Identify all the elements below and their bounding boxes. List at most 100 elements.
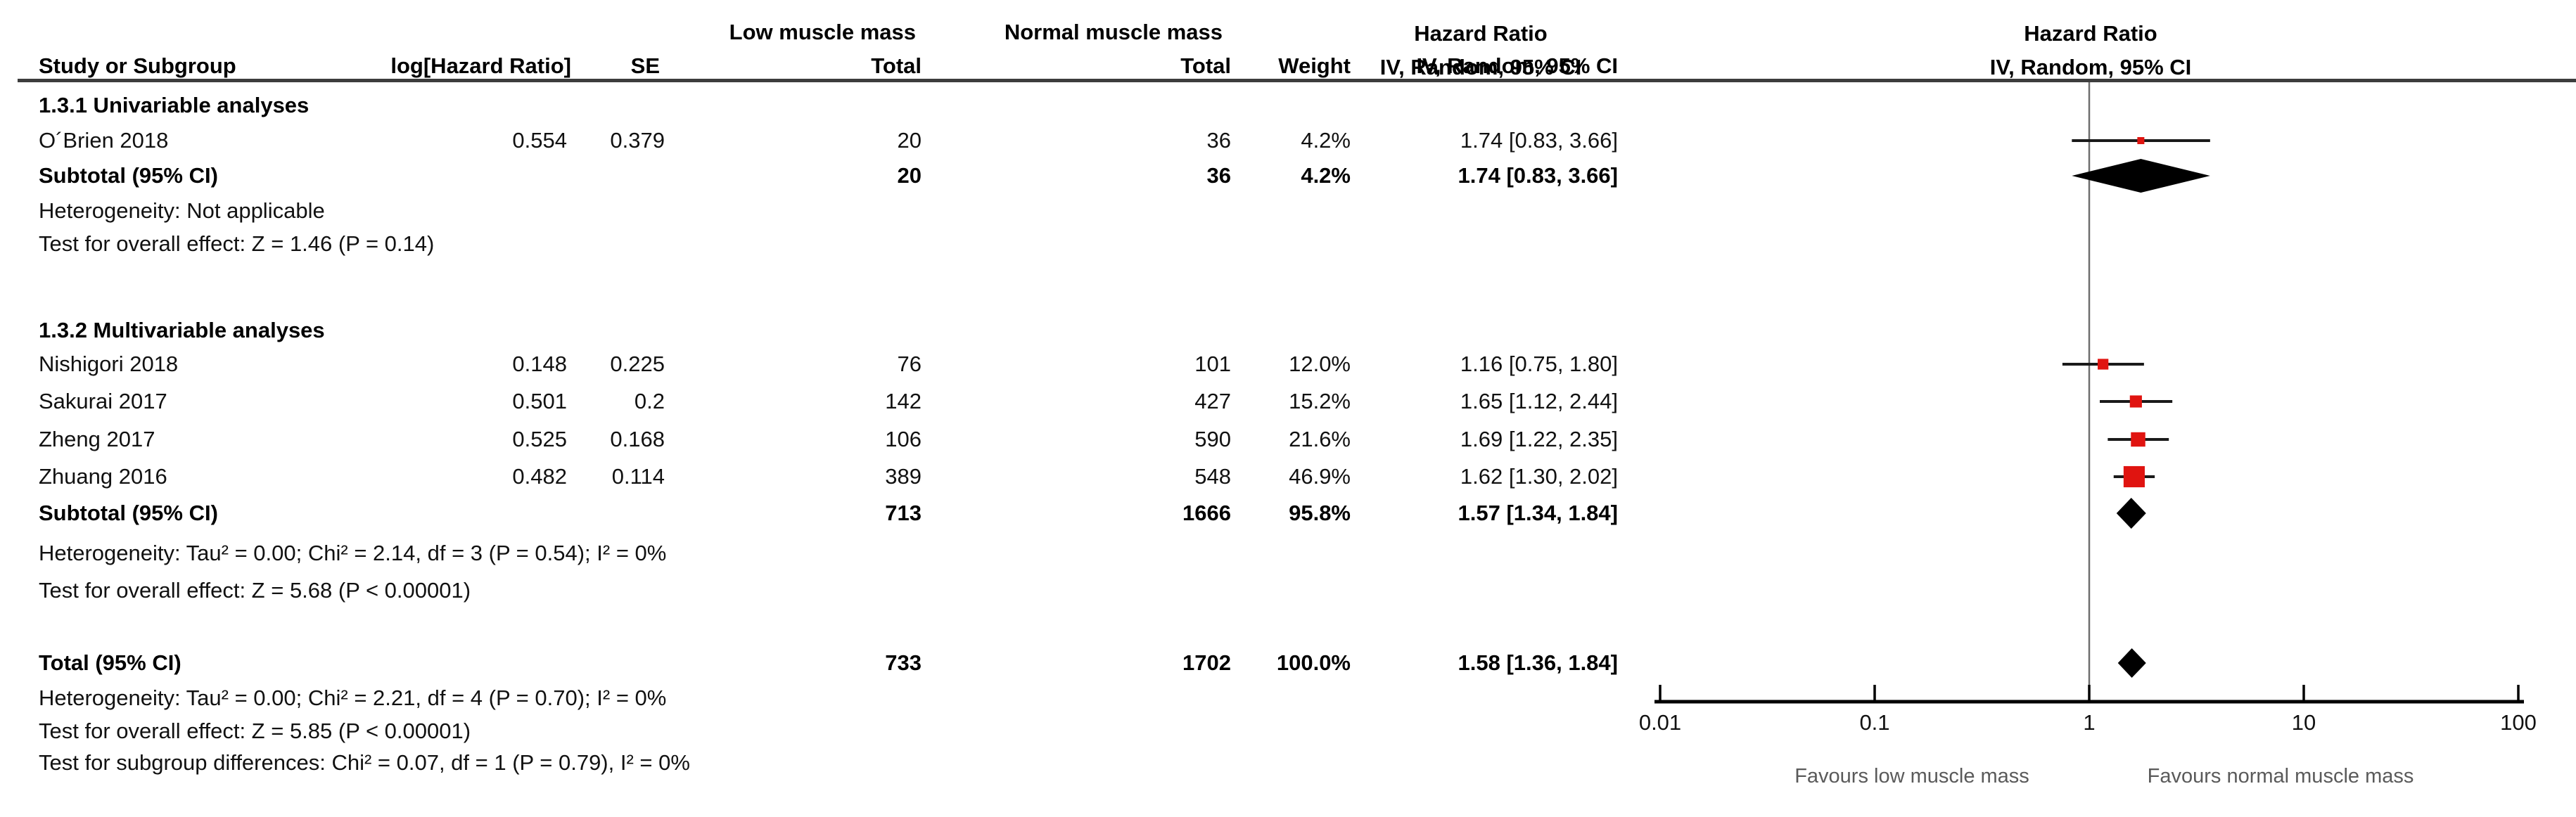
study-ci: 1.74 [0.83, 3.66] (1460, 128, 1618, 153)
section-2-label: 1.3.2 Multivariable analyses (39, 318, 325, 342)
study-name: O´Brien 2018 (39, 128, 169, 153)
plot-column-header: Hazard Ratio IV, Random, 95% CI (1990, 17, 2192, 84)
subtotal-weight: 95.8% (1289, 501, 1351, 525)
x-tick-label: 0.1 (1859, 710, 1890, 735)
x-tick-label: 1 (2083, 710, 2096, 735)
heterogeneity-line: Heterogeneity: Not applicable (0, 195, 2576, 226)
total-label: Total (95% CI) (39, 650, 181, 675)
total-low-total: 733 (885, 650, 922, 675)
study-name: Nishigori 2018 (39, 352, 179, 376)
header-rule (18, 79, 2576, 82)
study-name: Zheng 2017 (39, 427, 155, 451)
study-row: O´Brien 2018 0.554 0.379 20 36 4.2% 1.74… (0, 125, 2576, 156)
overall-effect-line: Test for overall effect: Z = 5.85 (P < 0… (0, 716, 2576, 747)
study-weight: 21.6% (1289, 427, 1351, 451)
subtotal-weight: 4.2% (1301, 163, 1351, 188)
subtotal-ci: 1.57 [1.34, 1.84] (1458, 501, 1619, 525)
subtotal-label: Subtotal (95% CI) (39, 501, 218, 525)
study-normal-total: 427 (1194, 389, 1231, 413)
heterogeneity-line: Heterogeneity: Tau² = 0.00; Chi² = 2.21,… (0, 683, 2576, 714)
study-normal-total: 590 (1194, 427, 1231, 451)
study-row: Zhuang 2016 0.482 0.114 389 548 46.9% 1.… (0, 461, 2576, 492)
study-weight: 46.9% (1289, 464, 1351, 489)
study-loghr: 0.148 (512, 352, 567, 376)
study-ci: 1.62 [1.30, 2.02] (1460, 464, 1618, 489)
subtotal-low-total: 20 (897, 163, 922, 188)
overall-effect-line: Test for overall effect: Z = 1.46 (P = 0… (0, 229, 2576, 259)
group-header-row: Low muscle mass Normal muscle mass (0, 17, 2576, 48)
heterogeneity-line: Heterogeneity: Tau² = 0.00; Chi² = 2.14,… (0, 538, 2576, 569)
study-weight: 12.0% (1289, 352, 1351, 376)
study-name: Zhuang 2016 (39, 464, 167, 489)
overall-effect-line: Test for overall effect: Z = 5.68 (P < 0… (0, 575, 2576, 606)
subtotal-row: Subtotal (95% CI) 713 1666 95.8% 1.57 [1… (0, 498, 2576, 529)
study-low-total: 76 (897, 352, 922, 376)
x-tick-label: 0.01 (1638, 710, 1682, 735)
study-normal-total: 36 (1206, 128, 1231, 153)
total-normal-total: 1702 (1182, 650, 1231, 675)
overall-effect-text: Test for overall effect: Z = 5.68 (P < 0… (39, 578, 471, 603)
study-row: Sakurai 2017 0.501 0.2 142 427 15.2% 1.6… (0, 386, 2576, 417)
section-1-label: 1.3.1 Univariable analyses (39, 93, 310, 117)
study-normal-total: 548 (1194, 464, 1231, 489)
study-ci: 1.69 [1.22, 2.35] (1460, 427, 1618, 451)
plot-title: Hazard Ratio (2024, 21, 2157, 46)
subtotal-low-total: 713 (885, 501, 922, 525)
study-loghr: 0.501 (512, 389, 567, 413)
total-weight: 100.0% (1276, 650, 1351, 675)
stats-subtitle: IV, Random, 95% CI (1379, 55, 1582, 79)
study-loghr: 0.554 (512, 128, 567, 153)
subgroup-differences-text: Test for subgroup differences: Chi² = 0.… (39, 750, 690, 775)
subtotal-normal-total: 36 (1206, 163, 1231, 188)
total-row: Total (95% CI) 733 1702 100.0% 1.58 [1.3… (0, 648, 2576, 678)
study-low-total: 20 (897, 128, 922, 153)
subtotal-normal-total: 1666 (1182, 501, 1231, 525)
column-header-row: Study or Subgroup log[Hazard Ratio] SE T… (0, 51, 2576, 82)
study-low-total: 389 (885, 464, 922, 489)
study-loghr: 0.525 (512, 427, 567, 451)
heterogeneity-text: Heterogeneity: Not applicable (39, 198, 325, 223)
col-total-low: Total (871, 53, 922, 78)
study-name: Sakurai 2017 (39, 389, 167, 413)
section-header: 1.3.2 Multivariable analyses (0, 315, 2576, 346)
study-ci: 1.16 [0.75, 1.80] (1460, 352, 1618, 376)
study-se: 0.225 (610, 352, 665, 376)
study-se: 0.114 (611, 464, 665, 489)
group-normal-label: Normal muscle mass (1004, 20, 1223, 44)
heterogeneity-text: Heterogeneity: Tau² = 0.00; Chi² = 2.14,… (39, 541, 667, 565)
x-tick-label: 10 (2291, 710, 2316, 735)
plot-subtitle: IV, Random, 95% CI (1989, 55, 2192, 79)
study-row: Nishigori 2018 0.148 0.225 76 101 12.0% … (0, 349, 2576, 380)
col-loghr: log[Hazard Ratio] (390, 53, 571, 78)
subtotal-label: Subtotal (95% CI) (39, 163, 218, 188)
stats-column-header: Hazard Ratio IV, Random, 95% CI (1380, 17, 1582, 84)
study-normal-total: 101 (1194, 352, 1231, 376)
study-low-total: 106 (885, 427, 922, 451)
study-se: 0.379 (610, 128, 665, 153)
col-ci: IV, Random, 95% CI (1416, 53, 1618, 78)
total-ci: 1.58 [1.36, 1.84] (1458, 650, 1619, 675)
study-ci: 1.65 [1.12, 2.44] (1460, 389, 1618, 413)
study-row: Zheng 2017 0.525 0.168 106 590 21.6% 1.6… (0, 424, 2576, 455)
study-loghr: 0.482 (512, 464, 567, 489)
favours-left-label: Favours low muscle mass (1794, 765, 2029, 787)
subtotal-row: Subtotal (95% CI) 20 36 4.2% 1.74 [0.83,… (0, 160, 2576, 191)
study-se: 0.2 (634, 389, 665, 413)
study-weight: 15.2% (1289, 389, 1351, 413)
overall-effect-text: Test for overall effect: Z = 1.46 (P = 0… (39, 231, 435, 256)
overall-effect-text: Test for overall effect: Z = 5.85 (P < 0… (39, 719, 471, 743)
stats-title: Hazard Ratio (1414, 21, 1548, 46)
subgroup-differences-line: Test for subgroup differences: Chi² = 0.… (0, 747, 2576, 778)
col-total-normal: Total (1180, 53, 1231, 78)
col-se: SE (630, 53, 660, 78)
group-low-label: Low muscle mass (729, 20, 916, 44)
section-header: 1.3.1 Univariable analyses (0, 90, 2576, 121)
study-weight: 4.2% (1301, 128, 1351, 153)
subtotal-ci: 1.74 [0.83, 3.66] (1458, 163, 1619, 188)
study-low-total: 142 (885, 389, 922, 413)
x-tick-label: 100 (2500, 710, 2537, 735)
col-study: Study or Subgroup (39, 53, 236, 78)
study-se: 0.168 (610, 427, 665, 451)
heterogeneity-text: Heterogeneity: Tau² = 0.00; Chi² = 2.21,… (39, 686, 667, 710)
